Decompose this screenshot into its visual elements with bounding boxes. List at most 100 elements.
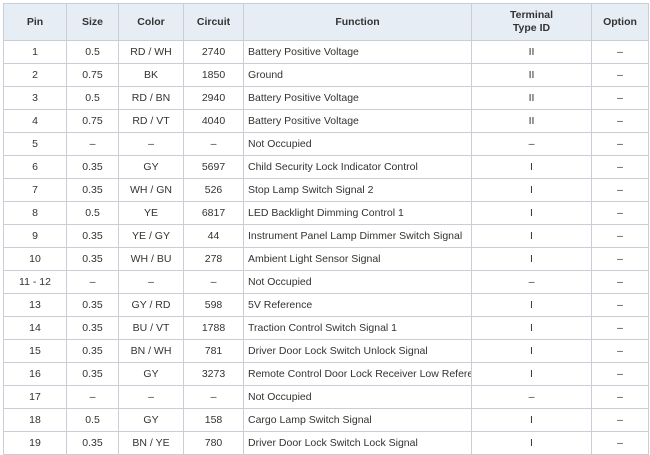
table-cell: – [183, 385, 244, 409]
table-cell: GY [118, 155, 184, 179]
table-cell: Ambient Light Sensor Signal [243, 247, 472, 271]
table-cell: 3 [3, 86, 67, 110]
table-cell: – [591, 408, 649, 432]
table-cell: BN / YE [118, 431, 184, 455]
table-cell: 0.35 [66, 155, 119, 179]
table-cell: 6817 [183, 201, 244, 225]
table-cell: 0.35 [66, 431, 119, 455]
table-cell: Driver Door Lock Switch Lock Signal [243, 431, 472, 455]
table-cell: 44 [183, 224, 244, 248]
table-cell: Battery Positive Voltage [243, 109, 472, 133]
table-body: 1 0.5 RD / WH 2740 Battery Positive Voltage I… [3, 40, 649, 455]
table-cell: 1 [3, 40, 67, 64]
table-cell: 14 [3, 316, 67, 340]
table-cell: – [183, 132, 244, 156]
table-cell: BU / VT [118, 316, 184, 340]
table-cell: I [471, 293, 592, 317]
header-text: Function [335, 15, 380, 28]
table-cell: – [591, 270, 649, 294]
table-cell: – [591, 247, 649, 271]
table-cell: 0.5 [66, 408, 119, 432]
column-header: Circuit [183, 3, 244, 41]
table-cell: 7 [3, 178, 67, 202]
table-cell: I [471, 362, 592, 386]
table-cell: WH / GN [118, 178, 184, 202]
table-cell: – [591, 339, 649, 363]
column-header: Function [243, 3, 472, 41]
table-row: 11 - 12– – – Not Occupied – – [3, 270, 649, 294]
header-text: Option [603, 15, 637, 28]
table-cell: 278 [183, 247, 244, 271]
table-cell: Not Occupied [243, 385, 472, 409]
table-row: 17– – – Not Occupied – – [3, 385, 649, 409]
table-cell: 5697 [183, 155, 244, 179]
table-cell: Instrument Panel Lamp Dimmer Switch Sign… [243, 224, 472, 248]
table-cell: Battery Positive Voltage [243, 40, 472, 64]
table-cell: 158 [183, 408, 244, 432]
table-cell: YE [118, 201, 184, 225]
header-text: Circuit [196, 15, 231, 28]
table-cell: Stop Lamp Switch Signal 2 [243, 178, 472, 202]
table-container: Pin Size Color Circuit Function Terminal Type… [3, 3, 649, 455]
table-cell: – [66, 385, 119, 409]
table-cell: 5V Reference [243, 293, 472, 317]
table-row: 9 0.35 YE / GY 44 Instrument Panel Lamp Dimm… [3, 224, 649, 248]
column-header: Color [118, 3, 184, 41]
table-cell: I [471, 339, 592, 363]
table-cell: Cargo Lamp Switch Signal [243, 408, 472, 432]
table-cell: 15 [3, 339, 67, 363]
table-cell: 0.75 [66, 63, 119, 87]
table-cell: Remote Control Door Lock Receiver Low Re… [243, 362, 472, 386]
table-cell: 6 [3, 155, 67, 179]
table-cell: – [66, 270, 119, 294]
table-cell: – [471, 385, 592, 409]
table-cell: 16 [3, 362, 67, 386]
table-cell: – [591, 155, 649, 179]
table-cell: – [591, 293, 649, 317]
table-cell: – [591, 316, 649, 340]
table-row: 2 0.75 BK 1850 Ground II – [3, 63, 649, 87]
table-cell: I [471, 247, 592, 271]
table-cell: 2940 [183, 86, 244, 110]
table-cell: 13 [3, 293, 67, 317]
table-cell: 0.35 [66, 224, 119, 248]
table-cell: I [471, 316, 592, 340]
table-cell: I [471, 155, 592, 179]
table-row: 13 0.35 GY / RD 598 5V Reference I – [3, 293, 649, 317]
table-cell: I [471, 224, 592, 248]
pinout-table: Pin Size Color Circuit Function Terminal Type… [3, 3, 649, 455]
column-header: Option [591, 3, 649, 41]
column-header: Size [66, 3, 119, 41]
table-row: 6 0.35 GY 5697 Child Security Lock Indicator… [3, 155, 649, 179]
table-cell: Battery Positive Voltage [243, 86, 472, 110]
table-cell: – [591, 132, 649, 156]
table-row: 15 0.35 BN / WH 781 Driver Door Lock Switch … [3, 339, 649, 363]
table-cell: BN / WH [118, 339, 184, 363]
table-cell: 0.35 [66, 316, 119, 340]
table-cell: – [118, 132, 184, 156]
table-cell: RD / VT [118, 109, 184, 133]
table-cell: BK [118, 63, 184, 87]
table-cell: 2740 [183, 40, 244, 64]
table-cell: 526 [183, 178, 244, 202]
table-cell: – [118, 385, 184, 409]
header-text: Size [81, 15, 103, 28]
table-cell: 8 [3, 201, 67, 225]
table-cell: GY / RD [118, 293, 184, 317]
table-cell: 4040 [183, 109, 244, 133]
table-cell: 0.35 [66, 339, 119, 363]
table-row: 4 0.75 RD / VT 4040 Battery Positive Voltage… [3, 109, 649, 133]
table-cell: 17 [3, 385, 67, 409]
table-cell: I [471, 201, 592, 225]
header-text: Color [137, 15, 165, 28]
table-cell: 598 [183, 293, 244, 317]
header-row: Pin Size Color Circuit Function Terminal Type… [3, 3, 649, 41]
table-cell: 781 [183, 339, 244, 363]
header-text: Terminal Type ID [510, 9, 553, 34]
table-cell: I [471, 178, 592, 202]
table-cell: II [471, 40, 592, 64]
table-row: 1 0.5 RD / WH 2740 Battery Positive Voltage I… [3, 40, 649, 64]
table-cell: LED Backlight Dimming Control 1 [243, 201, 472, 225]
table-cell: Not Occupied [243, 270, 472, 294]
